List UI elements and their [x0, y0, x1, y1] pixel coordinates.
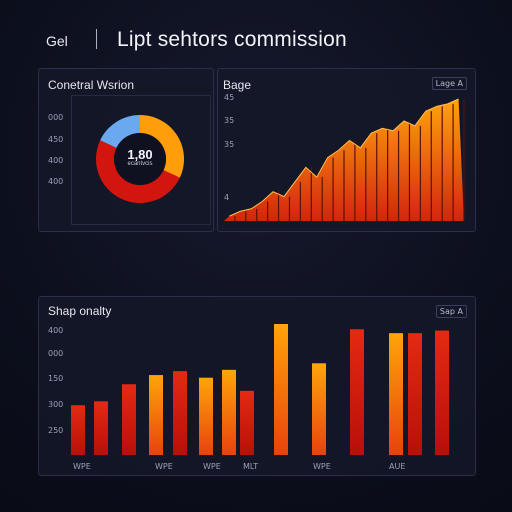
page-title: Lipt sehtors commission	[117, 28, 347, 51]
donut-panel-title: Conetral Wsrion	[48, 78, 135, 92]
bar-tick: 000	[48, 349, 64, 358]
bar-chart	[71, 324, 449, 455]
bar-tick: 250	[48, 426, 64, 435]
bar-xlabel: WPE	[73, 462, 91, 471]
donut-tick: 400	[48, 177, 64, 186]
bar-xlabel: WPE	[313, 462, 331, 471]
area-tick: 4	[224, 193, 230, 202]
donut-center-value: 1,80	[127, 147, 153, 162]
area-panel-badge[interactable]: Lage A	[431, 77, 467, 90]
bar[interactable]	[122, 384, 136, 455]
bar-tick: 300	[48, 400, 64, 409]
bar[interactable]	[389, 333, 403, 455]
area-tick: 45	[224, 93, 235, 102]
area-tick: 35	[224, 116, 235, 125]
area-chart	[224, 98, 465, 221]
bar-panel-title: Shap onalty	[48, 304, 112, 318]
bar-panel-badge[interactable]: Sap A	[435, 305, 467, 318]
donut-slice-blue[interactable]	[100, 115, 140, 148]
donut-slice-orange[interactable]	[140, 115, 184, 178]
bar-tick: 150	[48, 374, 64, 383]
bar-xlabel: WPE	[203, 462, 221, 471]
bar-tick: 400	[48, 326, 64, 335]
donut-center-label: ecantvcis	[127, 161, 153, 167]
bar-xlabel: MLT	[243, 462, 259, 471]
bar[interactable]	[71, 405, 85, 455]
brand-logo[interactable]: Gel	[46, 33, 68, 49]
bar[interactable]	[240, 390, 254, 455]
donut-tick: 000	[48, 113, 64, 122]
donut-inner-frame	[71, 95, 211, 225]
bar[interactable]	[94, 401, 108, 455]
donut-slice-red[interactable]	[96, 140, 180, 203]
bar[interactable]	[173, 371, 187, 455]
donut-tick: 400	[48, 156, 64, 165]
bar[interactable]	[149, 375, 163, 455]
header-divider	[96, 29, 97, 49]
bar-panel: Shap onalty Sap A 400 000 150 300 250 WP…	[38, 296, 476, 476]
bar-xlabel: AUE	[389, 462, 406, 471]
area-line	[229, 98, 459, 217]
donut-center: 1,80 ecantvcis	[110, 147, 170, 167]
area-panel: Bage Lage A 45 35 35 4	[217, 68, 476, 232]
bar[interactable]	[222, 369, 236, 455]
bar[interactable]	[312, 363, 326, 455]
area-tick: 35	[224, 140, 235, 149]
donut-panel: Conetral Wsrion 000 450 400 400 1,80 eca…	[38, 68, 214, 232]
donut-chart	[96, 115, 184, 203]
bar[interactable]	[408, 333, 422, 455]
bar[interactable]	[435, 330, 449, 455]
area-panel-title: Bage	[223, 78, 252, 92]
bar-xlabel: WPE	[155, 462, 173, 471]
bar[interactable]	[199, 377, 213, 455]
donut-tick: 450	[48, 135, 64, 144]
bar[interactable]	[274, 324, 288, 455]
header: Gel Lipt sehtors commission	[0, 0, 512, 60]
bar[interactable]	[350, 329, 364, 455]
donut-hole	[114, 133, 166, 185]
